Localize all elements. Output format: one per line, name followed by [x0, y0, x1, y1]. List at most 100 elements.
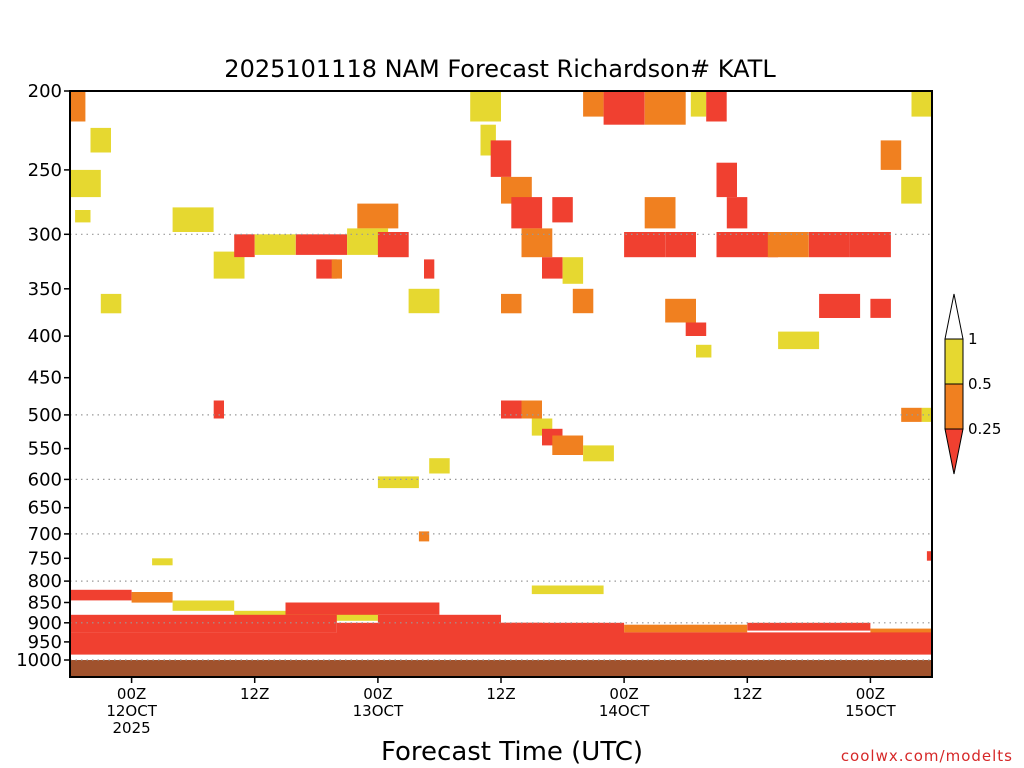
y-tick-label-200: 200 — [28, 81, 62, 102]
data-cell-27 — [552, 197, 573, 223]
data-cell-44 — [849, 232, 891, 258]
data-cell-26 — [572, 288, 594, 314]
y-tick-label-600: 600 — [28, 469, 62, 490]
data-cell-70 — [285, 602, 440, 615]
x-tick-label-4-1: 00Z — [609, 685, 638, 703]
data-layer — [70, 91, 932, 655]
data-cell-35 — [665, 232, 696, 258]
data-cell-61 — [377, 476, 419, 489]
data-cell-72 — [501, 622, 625, 633]
data-cell-22 — [501, 293, 522, 314]
data-cell-48 — [911, 91, 932, 117]
colorbar-label-0-5: 0.5 — [968, 375, 992, 393]
data-cell-0 — [70, 91, 86, 122]
data-cell-51 — [501, 400, 522, 419]
data-cell-23 — [521, 228, 553, 258]
data-cell-1 — [90, 127, 111, 153]
data-cell-38 — [696, 344, 712, 358]
x-tick-label-0-1: 00Z — [117, 685, 146, 703]
y-tick-label-700: 700 — [28, 524, 62, 545]
y-tick-label-400: 400 — [28, 326, 62, 347]
y-tick-label-250: 250 — [28, 160, 62, 181]
data-cell-62 — [152, 558, 173, 566]
colorbar-label-0-25: 0.25 — [968, 420, 1001, 438]
x-tick-label-1-1: 12Z — [240, 685, 269, 703]
data-cell-74 — [747, 622, 871, 631]
data-cell-21 — [511, 197, 543, 229]
data-cell-16 — [424, 259, 435, 279]
x-tick-label-5-1: 12Z — [733, 685, 762, 703]
data-cell-9 — [295, 234, 348, 255]
data-cell-73 — [624, 624, 748, 633]
data-cell-36 — [665, 298, 696, 323]
credit-text: coolwx.com/modelts — [841, 747, 1013, 765]
data-cell-68 — [172, 600, 235, 611]
data-cell-75 — [870, 628, 932, 637]
data-cell-12 — [357, 203, 399, 229]
colorbar-top-triangle — [944, 293, 964, 340]
y-tick-label-850: 850 — [28, 593, 62, 614]
data-cell-19 — [490, 140, 512, 177]
y-tick-label-300: 300 — [28, 224, 62, 245]
data-cell-17 — [470, 91, 501, 122]
data-cell-4 — [100, 293, 122, 314]
ground-layer — [70, 660, 932, 677]
data-cell-29 — [603, 91, 645, 125]
data-cell-8 — [254, 234, 296, 255]
chart-title: 2025101118 NAM Forecast Richardson# KATL — [224, 55, 776, 83]
data-cell-15 — [408, 288, 440, 314]
y-tick-label-500: 500 — [28, 405, 62, 426]
data-cell-25 — [562, 257, 584, 284]
x-tick-label-6-1: 00Z — [856, 685, 885, 703]
y-tick-label-900: 900 — [28, 613, 62, 634]
data-cell-49 — [880, 140, 902, 170]
x-tick-label-0-2: 12OCT — [106, 702, 157, 720]
data-cell-7 — [234, 234, 255, 258]
data-cell-55 — [552, 435, 584, 455]
data-cell-34 — [644, 197, 676, 229]
data-cell-33 — [624, 232, 666, 258]
x-tick-label-6-2: 15OCT — [845, 702, 896, 720]
y-tick-label-350: 350 — [28, 279, 62, 300]
data-cell-58 — [921, 407, 932, 422]
y-tick-label-800: 800 — [28, 571, 62, 592]
data-cell-46 — [870, 298, 891, 318]
data-cell-60 — [429, 458, 450, 474]
y-tick-label-950: 950 — [28, 632, 62, 653]
grid-lines — [70, 233, 932, 661]
data-cell-71 — [377, 614, 501, 625]
x-tick-label-4-2: 14OCT — [599, 702, 650, 720]
data-cell-64 — [926, 551, 932, 561]
data-cell-43 — [808, 232, 850, 258]
data-cell-5 — [172, 207, 214, 232]
data-cell-45 — [819, 293, 861, 318]
data-cell-39 — [716, 162, 737, 198]
data-cell-11 — [331, 259, 342, 279]
data-cell-65 — [531, 585, 604, 595]
data-cell-24 — [542, 257, 563, 279]
data-cell-37 — [685, 322, 707, 336]
data-cell-50 — [901, 176, 922, 204]
data-cell-2 — [70, 169, 101, 198]
data-cell-67 — [131, 592, 173, 603]
colorbar-orange-bin — [944, 383, 964, 430]
data-cell-52 — [521, 400, 542, 419]
x-tick-label-3-1: 12Z — [486, 685, 515, 703]
data-cell-63 — [418, 531, 430, 542]
data-cell-31 — [690, 91, 707, 117]
data-cell-40 — [726, 197, 748, 229]
colorbar-label-1: 1 — [968, 330, 978, 348]
data-cell-28 — [583, 91, 604, 117]
y-tick-label-750: 750 — [28, 548, 62, 569]
data-cell-42 — [767, 232, 809, 258]
data-cell-77 — [70, 614, 337, 633]
y-tick-label-450: 450 — [28, 368, 62, 389]
data-cell-59 — [901, 407, 922, 422]
ground-fill — [70, 660, 932, 677]
data-cell-78 — [336, 622, 542, 635]
data-cell-66 — [70, 589, 132, 601]
x-tick-label-2-1: 00Z — [363, 685, 392, 703]
y-tick-label-550: 550 — [28, 439, 62, 460]
